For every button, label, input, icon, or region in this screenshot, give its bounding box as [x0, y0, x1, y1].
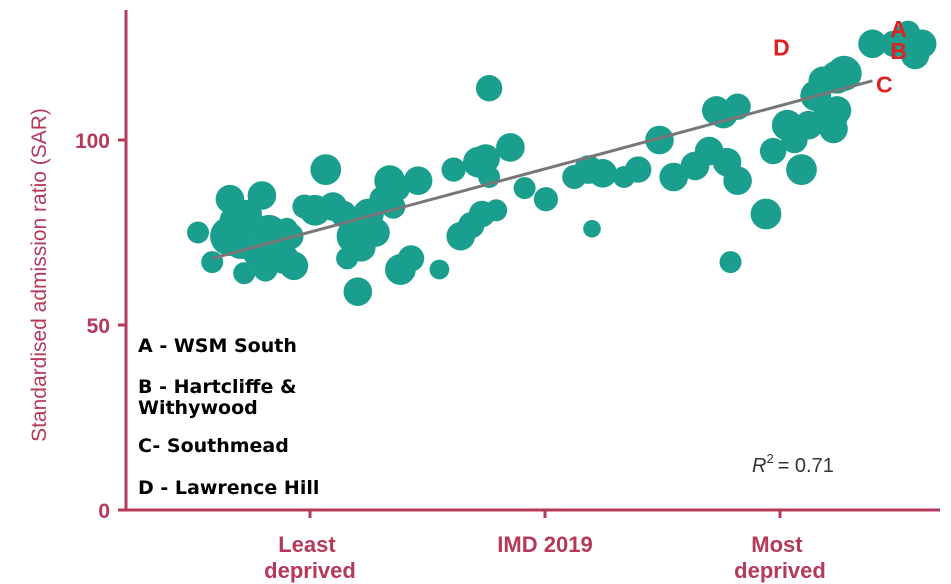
x-tick-label-imd: IMD 2019: [497, 532, 592, 557]
x-tick-label-line: deprived: [734, 558, 826, 583]
data-point: [826, 55, 862, 91]
data-point: [724, 93, 751, 120]
data-point: [310, 154, 342, 186]
r-squared-symbol: R: [752, 455, 766, 477]
data-point: [361, 218, 390, 247]
x-tick-label-line: Most: [751, 532, 803, 557]
legend-item-line: Withywood: [138, 397, 258, 419]
r-squared-annotation: R2 = 0.71: [752, 451, 834, 477]
point-label-d: D: [773, 35, 790, 61]
data-point: [403, 166, 433, 195]
data-point: [233, 262, 256, 285]
data-point: [275, 217, 298, 240]
y-tick-label: 50: [87, 315, 110, 338]
point-labels: ABC D: [773, 16, 907, 98]
data-point: [485, 199, 508, 222]
data-point: [786, 154, 817, 186]
legend-item-d: D - Lawrence Hill: [138, 477, 319, 499]
legend: A - WSM South B - Hartcliffe & Withywood…: [138, 335, 319, 499]
y-tick-label: 0: [98, 500, 110, 523]
data-point: [397, 245, 425, 272]
data-point: [645, 125, 674, 155]
data-point: [858, 29, 887, 59]
legend-item-b: B - Hartcliffe & Withywood: [138, 376, 303, 419]
data-point: [659, 162, 688, 192]
data-point: [247, 181, 277, 210]
r-squared-value: = 0.71: [778, 455, 834, 477]
y-tick-marks: [118, 138, 126, 512]
data-point: [588, 159, 617, 188]
data-point: [343, 277, 373, 307]
data-point: [279, 251, 309, 281]
data-point: [907, 29, 937, 59]
data-point: [822, 96, 852, 125]
data-point: [723, 166, 752, 195]
x-tick-label-line: Least: [278, 532, 336, 557]
data-point: [441, 157, 466, 182]
data-point: [187, 221, 209, 244]
point-label-c: C: [876, 72, 893, 98]
data-point: [759, 137, 787, 165]
legend-item-line: B - Hartcliffe &: [138, 376, 297, 398]
y-tick-label: 100: [75, 130, 110, 153]
data-point: [513, 177, 536, 200]
x-tick-label-line: IMD 2019: [497, 532, 592, 557]
x-tick-marks: [308, 510, 782, 518]
data-point: [583, 220, 601, 238]
data-point: [471, 144, 500, 173]
data-point: [719, 251, 742, 274]
scatter-points: [187, 20, 937, 307]
data-point: [201, 251, 224, 274]
y-axis-label: Standardised admission ratio (SAR): [28, 108, 51, 442]
point-label-a: A: [890, 16, 907, 42]
data-point: [750, 198, 782, 230]
r-squared-exponent: 2: [766, 451, 773, 466]
x-tick-label-line: deprived: [264, 558, 356, 583]
data-point: [429, 259, 450, 280]
x-tick-label-least: Least deprived: [264, 532, 356, 583]
legend-item-a: A - WSM South: [138, 335, 297, 357]
legend-item-c: C- Southmead: [138, 435, 289, 457]
data-point: [533, 187, 559, 212]
x-tick-label-most: Most deprived: [734, 532, 826, 583]
point-label-b: B: [890, 38, 907, 64]
data-point: [383, 174, 410, 202]
data-point: [496, 133, 525, 162]
trend-line: [211, 79, 873, 260]
data-point: [625, 156, 652, 183]
data-point: [475, 75, 503, 102]
